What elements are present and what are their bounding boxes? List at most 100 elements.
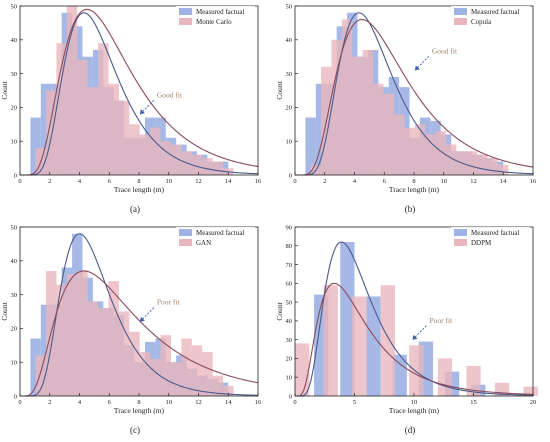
measured-bar (366, 296, 381, 396)
simulated-bar (35, 355, 47, 396)
simulated-bar (425, 134, 436, 175)
panel-caption: (b) (405, 204, 416, 214)
panel-caption: (c) (130, 425, 140, 435)
y-tick-label: 20 (286, 105, 293, 112)
simulated-bar (380, 285, 395, 396)
y-tick-label: 20 (286, 356, 293, 363)
simulated-bar (323, 285, 338, 396)
chart-c: 0 2 4 6 8 10 12 14 16 0 10 20 30 40 50 Trace length (m)… (0, 224, 262, 435)
panel-d: 0 5 10 15 20 0 10 20 30 40 50 60 70 80 90 Trace length … (275, 221, 550, 442)
measured-bar (30, 117, 41, 175)
x-tick-label: 0 (293, 399, 296, 406)
y-tick-label: 20 (11, 105, 18, 112)
simulated-bar (477, 154, 488, 175)
x-tick-label: 16 (255, 399, 262, 406)
simulated-bar (87, 301, 99, 396)
x-axis-title: Trace length (m) (114, 406, 165, 415)
simulated-bar (331, 39, 342, 175)
simulated-bar (435, 131, 446, 175)
annotation-text: Good fit (432, 46, 458, 55)
simulated-bar (77, 270, 88, 396)
y-tick-label: 0 (14, 393, 17, 400)
simulated-bar (98, 308, 109, 396)
x-tick-label: 4 (353, 178, 357, 185)
simulated-bar (445, 144, 457, 175)
simulated-bar (414, 124, 426, 175)
y-tick-label: 70 (286, 262, 293, 269)
simulated-bar (46, 90, 57, 175)
x-tick-label: 14 (500, 178, 507, 185)
x-tick-label: 12 (470, 178, 477, 185)
simulated-bar (160, 335, 171, 396)
x-tick-label: 10 (166, 399, 173, 406)
y-axis-title: Count (0, 80, 9, 99)
panel-caption: (a) (130, 204, 140, 214)
simulated-bar (108, 281, 119, 396)
x-tick-label: 2 (48, 399, 51, 406)
legend-label: Measured factual (196, 8, 244, 16)
simulated-bar (498, 164, 509, 175)
y-tick-label: 10 (11, 360, 18, 367)
simulated-fit-curve (20, 8, 259, 176)
legend-label: Measured factual (471, 8, 519, 16)
x-tick-label: 5 (353, 399, 356, 406)
simulated-bar (181, 338, 192, 396)
y-tick-label: 40 (286, 37, 293, 44)
y-axis-title: Count (275, 80, 284, 99)
x-tick-label: 0 (18, 399, 21, 406)
simulated-bar (170, 144, 182, 175)
simulated-bar (56, 43, 67, 176)
y-tick-label: 50 (11, 224, 18, 231)
x-tick-label: 8 (412, 178, 415, 185)
legend-swatch (179, 229, 192, 236)
simulated-bar (139, 352, 151, 396)
simulated-bar (352, 296, 367, 396)
y-tick-label: 30 (286, 337, 293, 344)
x-tick-label: 10 (166, 178, 173, 185)
y-tick-label: 0 (289, 172, 292, 179)
simulated-bar (373, 83, 384, 175)
measured-fit-curve (20, 233, 259, 397)
simulated-bar (341, 19, 353, 175)
x-tick-label: 6 (108, 399, 112, 406)
simulated-bar (118, 311, 130, 396)
simulated-bar (223, 385, 234, 396)
y-tick-label: 10 (286, 139, 293, 146)
simulated-bar (150, 358, 161, 396)
x-tick-label: 14 (225, 399, 232, 406)
x-tick-label: 16 (530, 178, 537, 185)
simulated-bar (160, 141, 171, 175)
panel-c: 0 2 4 6 8 10 12 14 16 0 10 20 30 40 50 Trace length (m)… (0, 221, 275, 442)
annotation-arrowhead (412, 334, 418, 340)
simulated-bar (409, 345, 424, 396)
legend-swatch (179, 8, 192, 15)
simulated-bar (352, 56, 363, 176)
x-tick-label: 10 (411, 399, 418, 406)
x-tick-label: 4 (78, 178, 82, 185)
simulated-bar (487, 158, 499, 175)
simulated-bar (437, 358, 453, 396)
simulated-bar (98, 43, 109, 176)
x-tick-label: 0 (18, 178, 21, 185)
simulated-bar (139, 134, 151, 175)
x-tick-label: 4 (78, 399, 82, 406)
annotation-arrowhead (414, 65, 420, 71)
simulated-bar (191, 154, 203, 175)
simulated-bar (295, 343, 310, 396)
annotation-text: Poor fit (429, 316, 453, 325)
measured-bar (392, 354, 407, 396)
chart-d: 0 5 10 15 20 0 10 20 30 40 50 60 70 80 90 Trace length … (275, 224, 538, 435)
y-tick-label: 50 (286, 299, 293, 306)
simulated-bar (383, 93, 394, 175)
x-tick-label: 16 (255, 178, 262, 185)
simulated-bar (170, 362, 182, 396)
simulated-bar (212, 375, 224, 396)
x-tick-label: 6 (108, 178, 112, 185)
legend-swatch (454, 18, 467, 25)
annotation-arrowhead (139, 109, 145, 115)
y-tick-label: 40 (11, 37, 18, 44)
y-tick-label: 20 (11, 326, 18, 333)
simulated-bar (393, 114, 405, 175)
simulated-bar (362, 49, 374, 175)
panel-caption: (d) (405, 425, 416, 435)
